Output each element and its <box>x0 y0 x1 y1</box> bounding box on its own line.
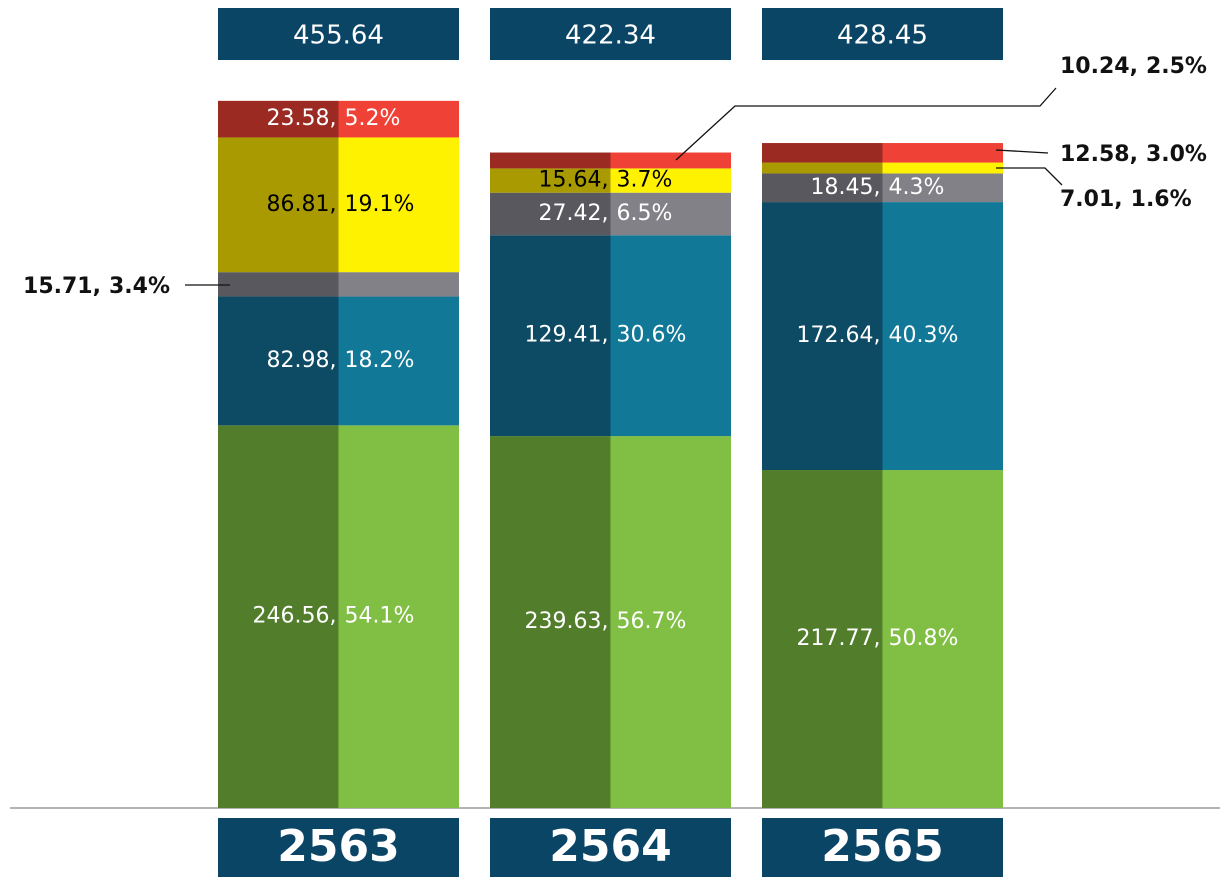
bar-segment <box>218 272 339 297</box>
bar-segment-share <box>882 173 1003 203</box>
share-label: 30.6% <box>617 323 687 348</box>
callout-line <box>996 167 1063 186</box>
bar-segment-share <box>338 272 459 297</box>
callout-line <box>675 87 1057 161</box>
value-label: 7.01, <box>1060 187 1123 212</box>
value-label: 82.98, <box>267 348 337 373</box>
value-label: 27.42, <box>539 201 609 226</box>
x-tick-label: 2564 <box>549 821 671 872</box>
total-label: 422.34 <box>565 21 656 51</box>
bar-segment-share <box>338 425 459 808</box>
share-label: 3.4% <box>109 274 170 299</box>
share-label: 40.3% <box>889 323 959 348</box>
share-label: 1.6% <box>1131 187 1192 212</box>
value-label: 18.45, <box>811 175 881 200</box>
value-label: 15.64, <box>539 168 609 193</box>
callout-line <box>995 149 1049 154</box>
bar-segment-share <box>338 296 459 426</box>
bar-segment-share <box>610 168 731 193</box>
value-label: 86.81, <box>267 192 337 217</box>
bar-segment <box>490 152 611 169</box>
share-label: 18.2% <box>345 348 415 373</box>
bar-segment-share <box>338 100 459 138</box>
total-label: 455.64 <box>293 21 384 51</box>
value-label: 172.64, <box>797 323 881 348</box>
bar-segment <box>762 143 883 163</box>
value-label: 23.58, <box>267 106 337 131</box>
bar-segment-share <box>882 202 1003 471</box>
data-label: 12.58, 3.0% <box>1060 142 1207 167</box>
bar-segment <box>762 470 883 808</box>
total-box <box>218 8 459 60</box>
bar-segment <box>490 192 611 236</box>
bar-segment-share <box>338 137 459 273</box>
share-label: 4.3% <box>889 175 945 200</box>
year-box <box>762 818 1003 877</box>
bar-segment <box>490 436 611 808</box>
share-label: 5.2% <box>345 106 401 131</box>
bar-segment-share <box>610 152 731 169</box>
x-tick-label: 2563 <box>277 821 399 872</box>
total-box <box>762 8 1003 60</box>
share-label: 3.7% <box>617 168 673 193</box>
bar-segment <box>762 173 883 203</box>
data-label: 7.01, 1.6% <box>1060 187 1192 212</box>
bar-segment <box>218 296 339 426</box>
value-label: 239.63, <box>525 609 609 634</box>
share-label: 54.1% <box>345 604 415 629</box>
bar-segment <box>762 162 883 174</box>
bar-segment <box>490 168 611 193</box>
data-label: 10.24, 2.5% <box>1060 54 1207 79</box>
bar-segment <box>218 137 339 273</box>
year-box <box>218 818 459 877</box>
bar-segment-share <box>610 436 731 808</box>
year-box <box>490 818 731 877</box>
bar-segment-share <box>610 192 731 236</box>
bar-segment-share <box>610 235 731 437</box>
bar-segment <box>762 202 883 471</box>
data-label: 15.71, 3.4% <box>23 274 170 299</box>
total-box <box>490 8 731 60</box>
value-label: 12.58, <box>1060 142 1138 167</box>
value-label: 246.56, <box>253 604 337 629</box>
value-label: 217.77, <box>797 626 881 651</box>
share-label: 19.1% <box>345 192 415 217</box>
bar-segment-share <box>882 162 1003 174</box>
bar-segment <box>218 100 339 138</box>
share-label: 6.5% <box>617 201 673 226</box>
value-label: 129.41, <box>525 323 609 348</box>
bar-segment <box>490 235 611 437</box>
value-label: 10.24, <box>1060 54 1138 79</box>
value-label: 15.71, <box>23 274 101 299</box>
bar-segment-share <box>882 470 1003 808</box>
x-tick-label: 2565 <box>821 821 943 872</box>
total-label: 428.45 <box>837 21 928 51</box>
share-label: 2.5% <box>1146 54 1207 79</box>
bar-segment <box>218 425 339 808</box>
share-label: 3.0% <box>1146 142 1207 167</box>
share-label: 56.7% <box>617 609 687 634</box>
share-label: 50.8% <box>889 626 959 651</box>
bar-segment-share <box>882 143 1003 163</box>
